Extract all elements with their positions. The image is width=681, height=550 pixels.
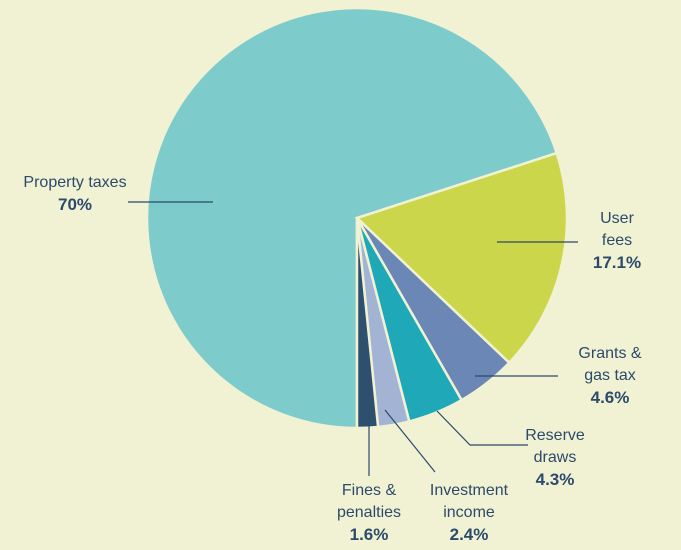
category-label: User fees bbox=[600, 210, 634, 249]
pie-slice bbox=[355, 217, 380, 430]
slice-label: User fees 17.1% bbox=[585, 208, 649, 274]
category-label: Grants & gas tax bbox=[578, 345, 642, 384]
leader-line bbox=[436, 410, 528, 446]
category-label: Fines & penalties bbox=[336, 482, 402, 521]
value-label: 4.6% bbox=[590, 388, 630, 407]
slice-label: Property taxes 70% bbox=[23, 172, 126, 216]
category-label: Reserve draws bbox=[525, 427, 585, 466]
value-label: 2.4% bbox=[449, 525, 489, 544]
value-label: 70% bbox=[57, 195, 93, 214]
category-label: Investment income bbox=[429, 482, 509, 521]
category-label: Property taxes bbox=[23, 174, 127, 191]
value-label: 17.1% bbox=[592, 253, 642, 272]
slice-label: Reserve draws 4.3% bbox=[525, 425, 585, 491]
value-label: 1.6% bbox=[349, 525, 389, 544]
pie-slice bbox=[354, 151, 569, 365]
slice-label: Fines & penalties 1.6% bbox=[337, 480, 401, 546]
pie-slice bbox=[145, 6, 559, 430]
leader-line bbox=[384, 409, 436, 473]
slice-label: Grants & gas tax 4.6% bbox=[578, 343, 641, 409]
slice-label: Investment income 2.4% bbox=[430, 480, 508, 546]
value-label: 4.3% bbox=[535, 470, 575, 489]
